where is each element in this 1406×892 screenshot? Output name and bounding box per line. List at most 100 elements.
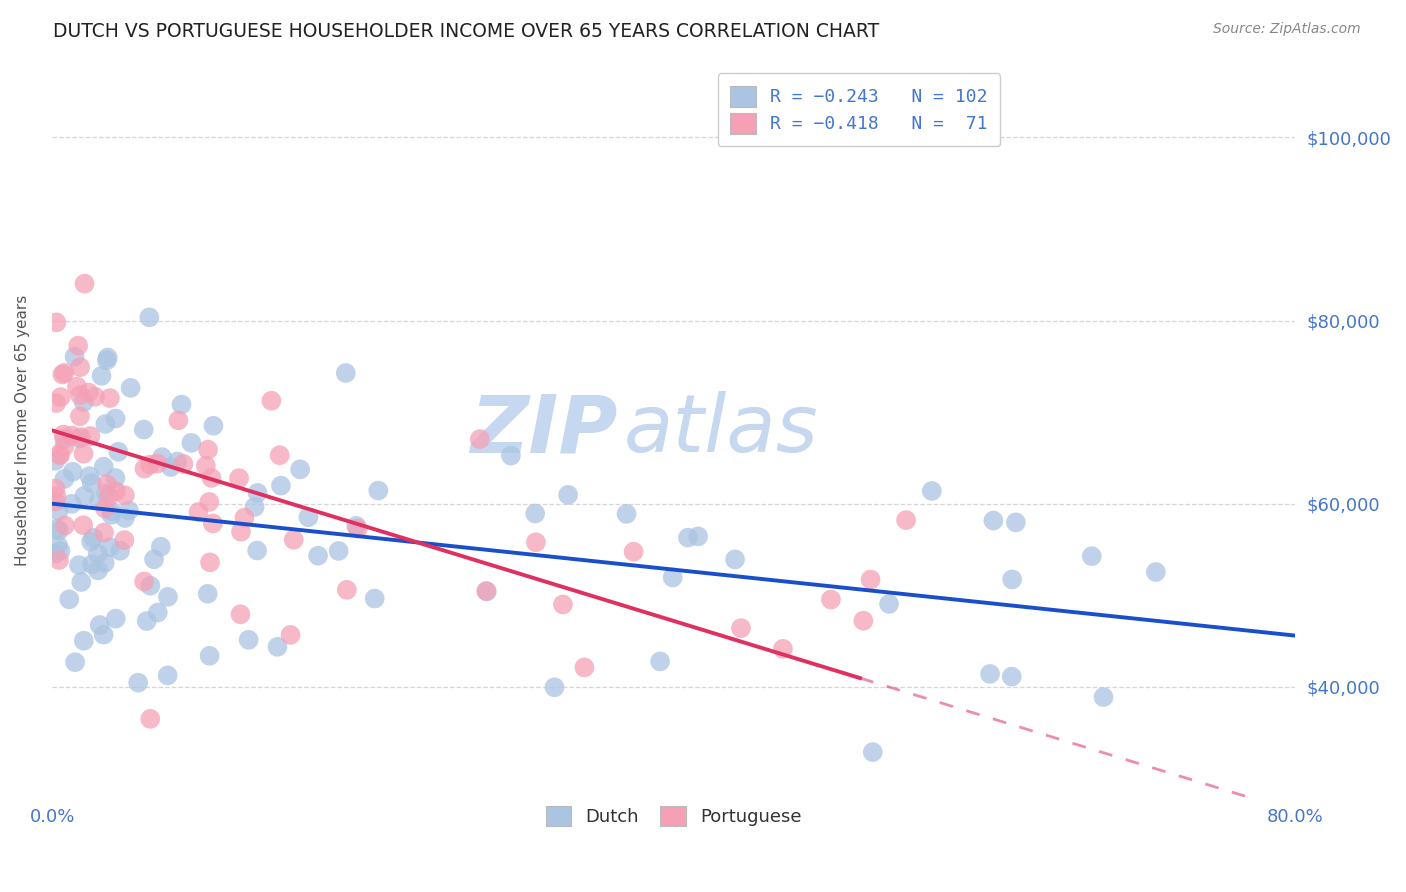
Point	[307, 549, 329, 563]
Point	[623, 544, 645, 558]
Point	[60, 497, 83, 511]
Point	[499, 449, 522, 463]
Point	[139, 712, 162, 726]
Point	[53, 518, 76, 533]
Point	[104, 484, 127, 499]
Point	[233, 510, 256, 524]
Point	[51, 368, 73, 382]
Point	[1001, 573, 1024, 587]
Point	[156, 668, 179, 682]
Point	[772, 641, 794, 656]
Point	[983, 514, 1005, 528]
Point	[100, 504, 122, 518]
Point	[98, 540, 121, 554]
Point	[159, 460, 181, 475]
Point	[96, 353, 118, 368]
Point	[73, 395, 96, 409]
Point	[62, 465, 84, 479]
Point	[1081, 549, 1104, 563]
Point	[98, 391, 121, 405]
Point	[202, 418, 225, 433]
Point	[243, 500, 266, 514]
Text: DUTCH VS PORTUGUESE HOUSEHOLDER INCOME OVER 65 YEARS CORRELATION CHART: DUTCH VS PORTUGUESE HOUSEHOLDER INCOME O…	[53, 22, 880, 41]
Point	[73, 489, 96, 503]
Point	[63, 350, 86, 364]
Point	[139, 579, 162, 593]
Point	[156, 590, 179, 604]
Point	[1001, 670, 1024, 684]
Point	[724, 552, 747, 566]
Point	[198, 555, 221, 569]
Point	[80, 476, 103, 491]
Point	[60, 428, 83, 442]
Point	[100, 508, 122, 522]
Point	[280, 628, 302, 642]
Point	[1005, 516, 1028, 530]
Legend: Dutch, Portuguese: Dutch, Portuguese	[537, 797, 811, 836]
Point	[67, 338, 90, 352]
Point	[367, 483, 389, 498]
Point	[852, 614, 875, 628]
Point	[52, 427, 75, 442]
Point	[45, 396, 67, 410]
Point	[48, 524, 70, 538]
Point	[112, 533, 135, 548]
Point	[139, 458, 162, 472]
Point	[98, 489, 121, 503]
Point	[288, 462, 311, 476]
Point	[197, 587, 219, 601]
Point	[269, 448, 291, 462]
Point	[200, 471, 222, 485]
Point	[87, 547, 110, 561]
Point	[475, 584, 498, 599]
Point	[93, 628, 115, 642]
Point	[69, 432, 91, 446]
Point	[198, 495, 221, 509]
Point	[283, 533, 305, 547]
Point	[114, 511, 136, 525]
Point	[328, 544, 350, 558]
Point	[1092, 690, 1115, 704]
Point	[877, 597, 900, 611]
Point	[557, 488, 579, 502]
Point	[67, 558, 90, 573]
Point	[197, 442, 219, 457]
Point	[344, 518, 367, 533]
Point	[70, 430, 93, 444]
Point	[146, 606, 169, 620]
Point	[246, 486, 269, 500]
Point	[90, 368, 112, 383]
Point	[574, 660, 596, 674]
Point	[468, 432, 491, 446]
Point	[921, 483, 943, 498]
Point	[58, 592, 80, 607]
Point	[138, 310, 160, 325]
Point	[93, 556, 115, 570]
Point	[266, 640, 288, 654]
Point	[53, 432, 76, 446]
Point	[676, 531, 699, 545]
Point	[688, 529, 710, 543]
Point	[862, 745, 884, 759]
Point	[146, 457, 169, 471]
Point	[70, 574, 93, 589]
Point	[44, 482, 66, 496]
Point	[49, 448, 72, 462]
Point	[94, 486, 117, 500]
Text: atlas: atlas	[624, 392, 818, 469]
Text: Source: ZipAtlas.com: Source: ZipAtlas.com	[1213, 22, 1361, 37]
Point	[118, 503, 141, 517]
Point	[73, 277, 96, 291]
Point	[297, 510, 319, 524]
Point	[94, 417, 117, 431]
Point	[180, 435, 202, 450]
Point	[107, 445, 129, 459]
Point	[94, 501, 117, 516]
Point	[150, 450, 173, 464]
Point	[53, 439, 76, 453]
Point	[80, 534, 103, 549]
Point	[48, 447, 70, 461]
Point	[166, 454, 188, 468]
Point	[820, 592, 842, 607]
Point	[260, 393, 283, 408]
